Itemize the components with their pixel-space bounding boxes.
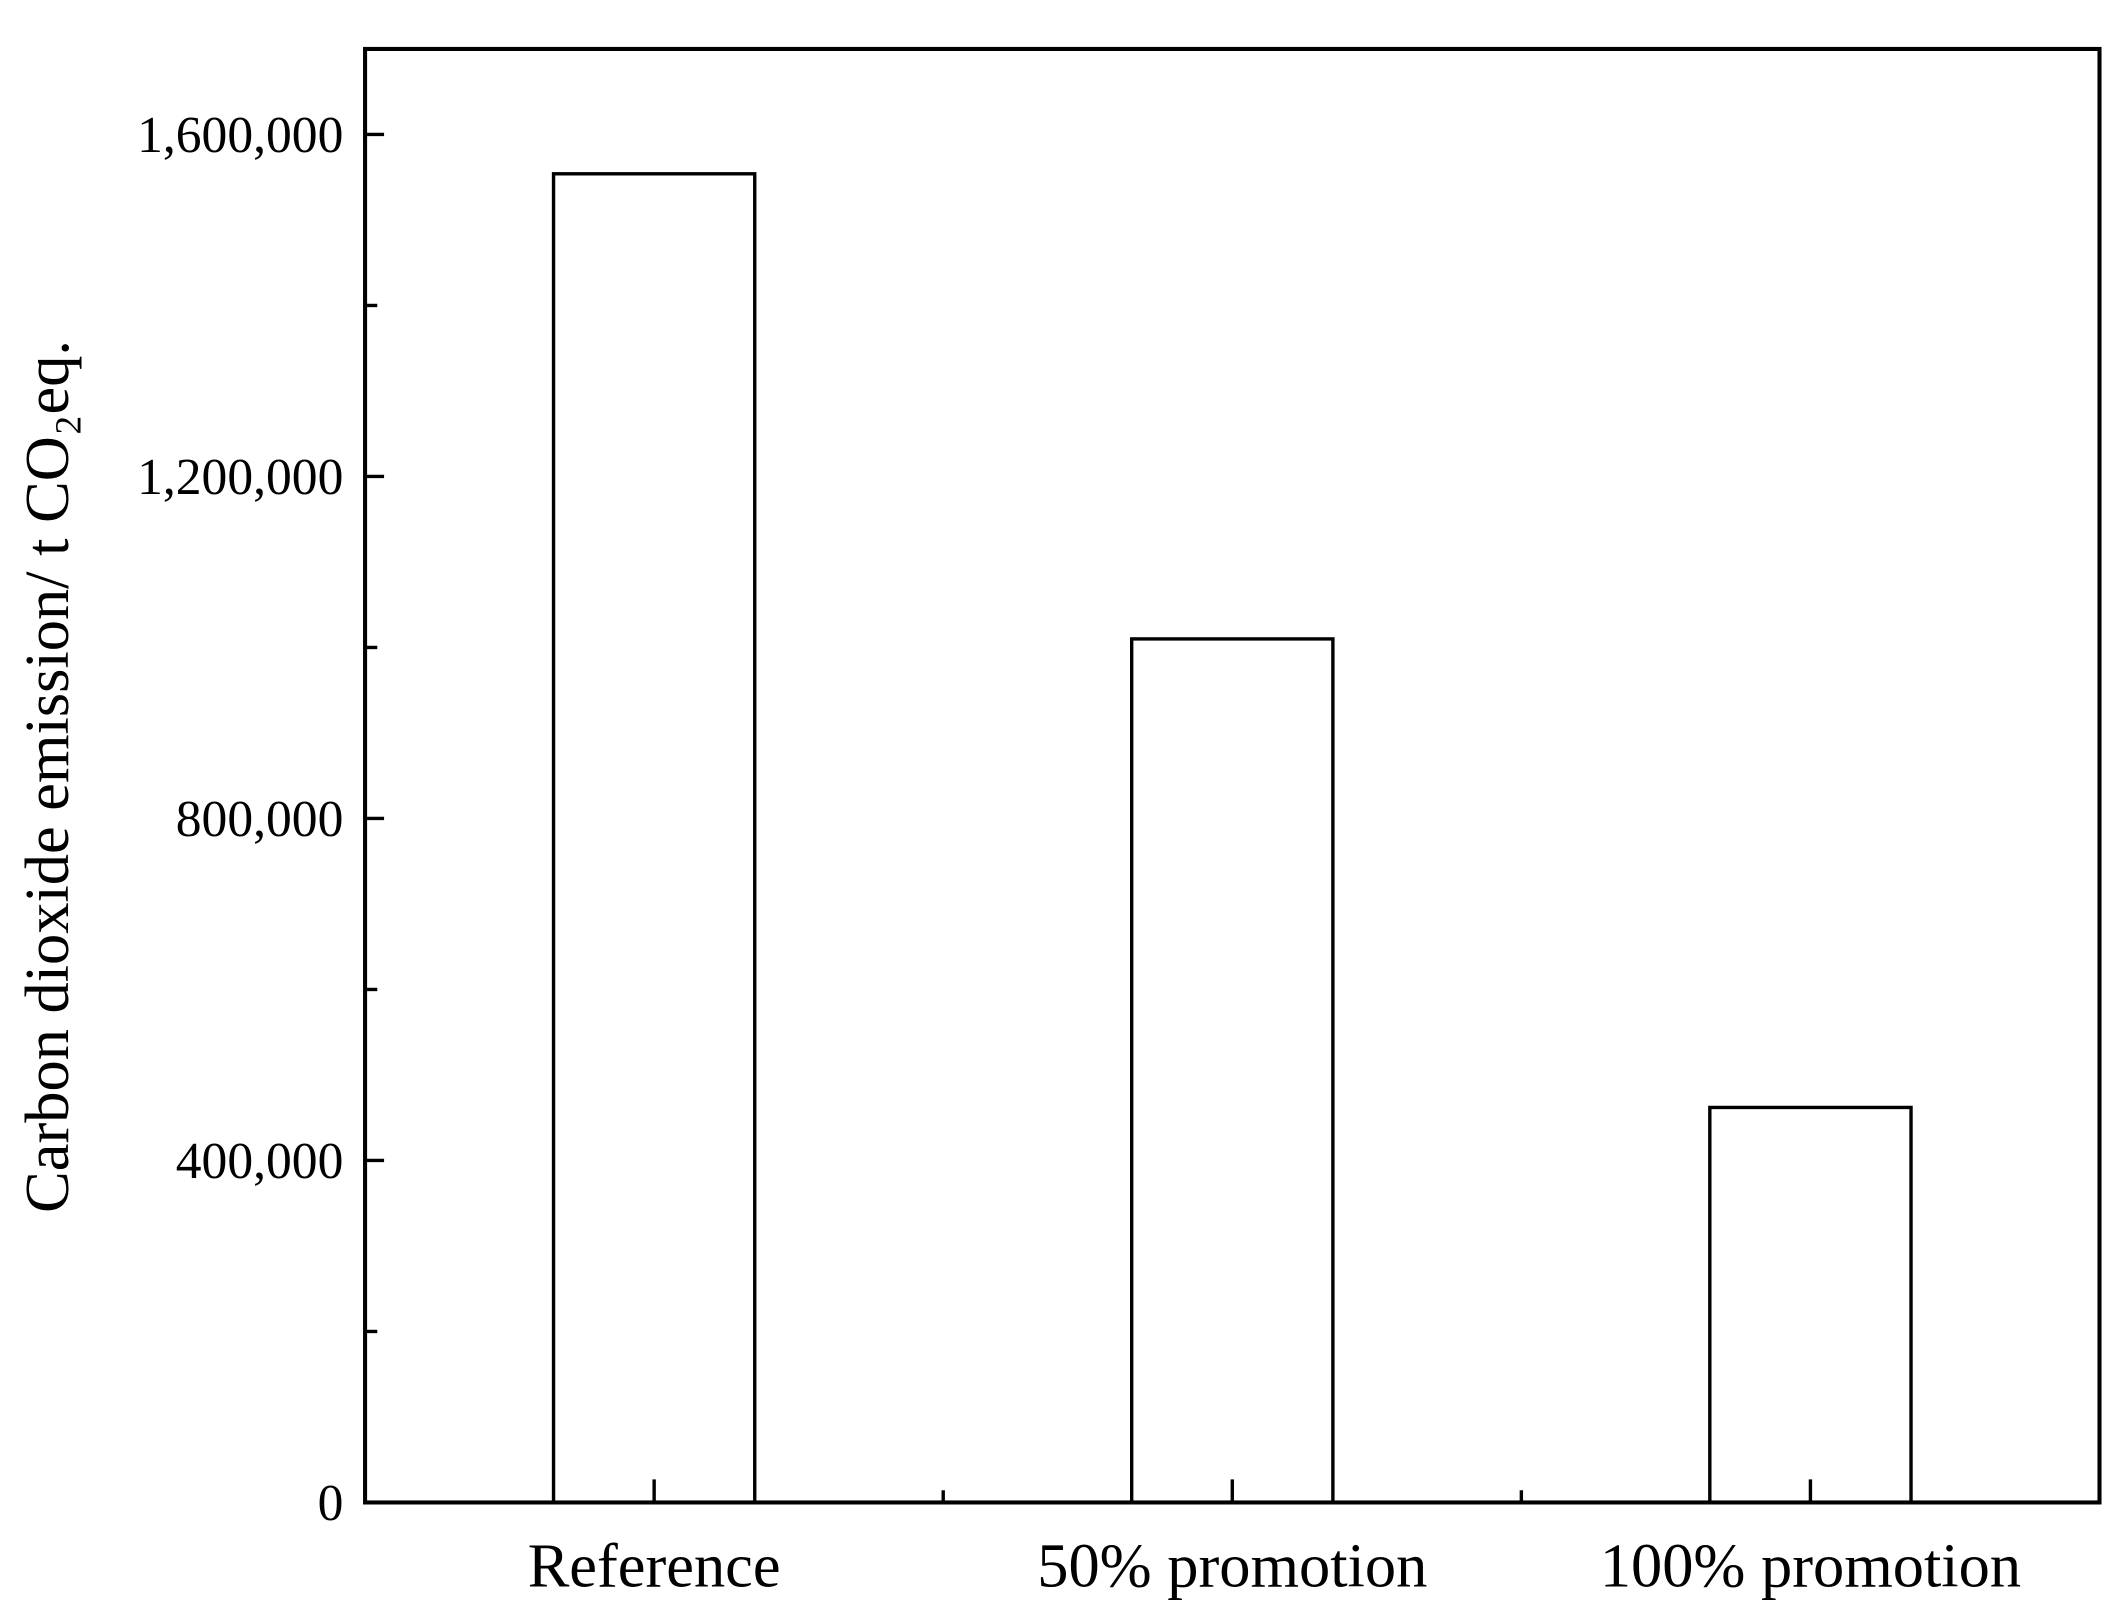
x-tick-label: Reference [528,1531,781,1601]
y-tick-label: 0 [318,1475,344,1532]
plot-frame [363,46,2102,1505]
x-tick-label: 100% promotion [1600,1531,2021,1601]
bar [1708,1105,1913,1505]
bar [1129,637,1335,1505]
y-tick-label: 800,000 [176,791,344,848]
y-axis-label: Carbon dioxide emission/ t CO₂eq. [12,340,82,1213]
x-tick-label: 50% promotion [1037,1531,1427,1601]
y-tick-label: 1,200,000 [137,449,343,506]
y-tick-label: 400,000 [176,1133,344,1190]
bar [551,172,757,1505]
y-tick-label: 1,600,000 [137,107,343,164]
